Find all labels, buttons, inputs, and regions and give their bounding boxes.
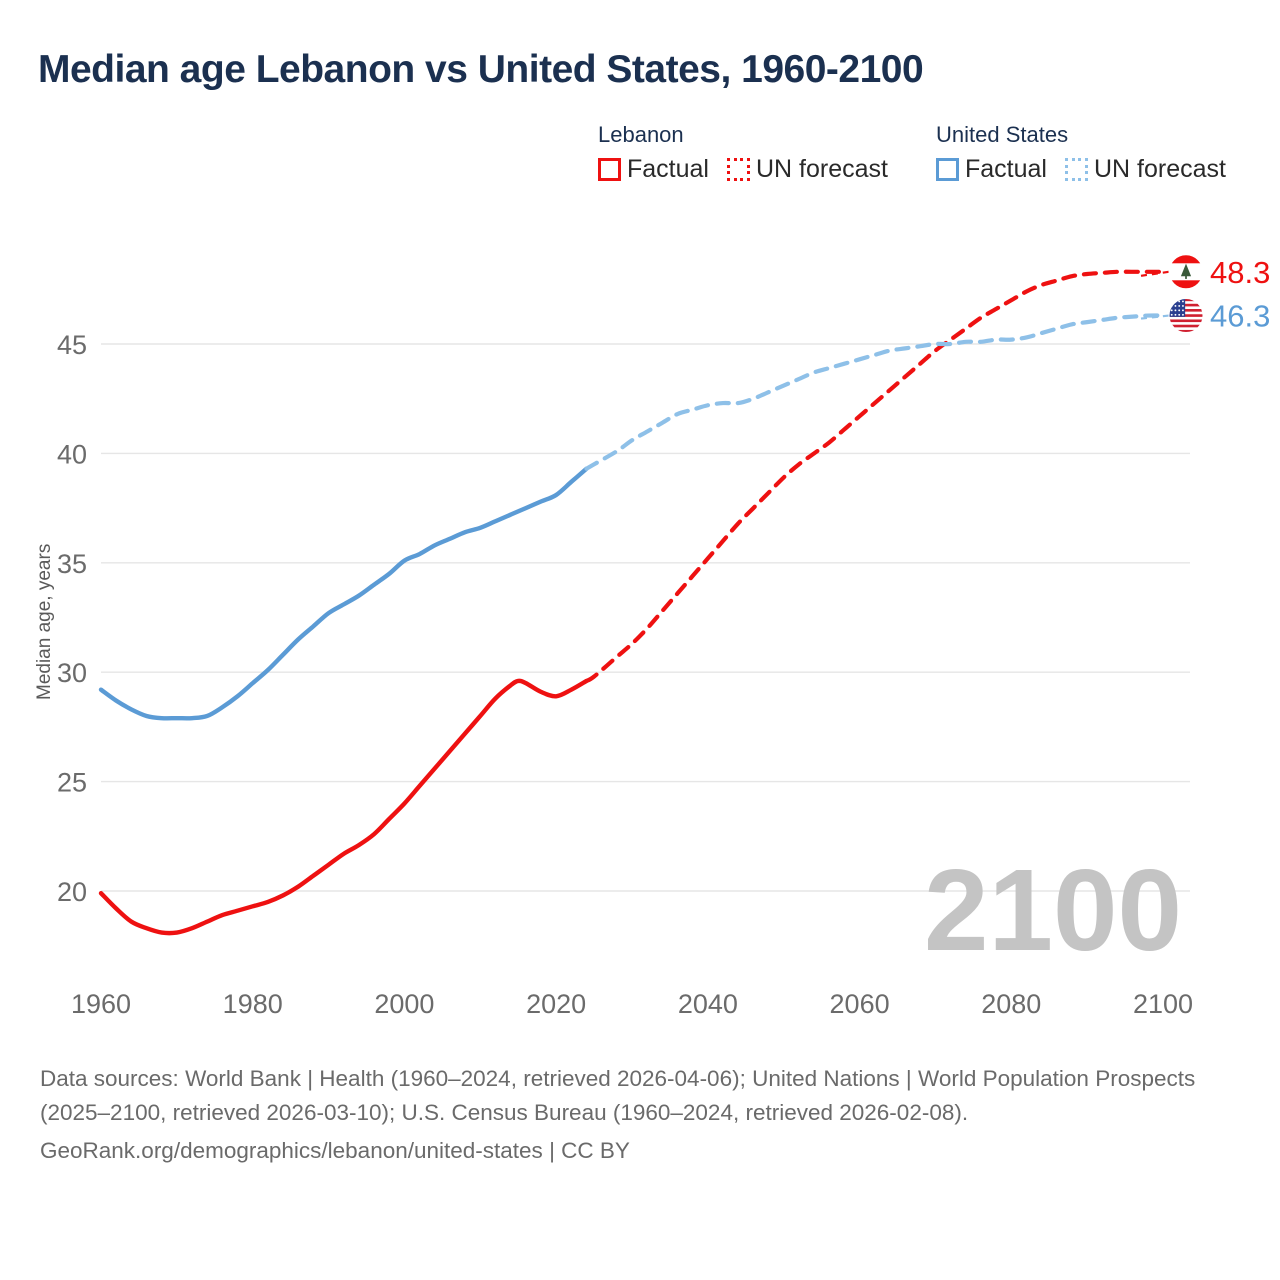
legend-item-lebanon-factual[interactable]: Factual	[598, 155, 709, 184]
legend-label-lebanon-factual: Factual	[627, 155, 709, 183]
x-axis-tick-label: 2060	[830, 989, 890, 1019]
end-markers: 48.3 46.3	[1140, 254, 1270, 334]
legend-item-lebanon-forecast[interactable]: UN forecast	[726, 155, 888, 184]
legend-group-title-united-states: United States	[936, 122, 1069, 147]
gridlines	[101, 343, 1190, 892]
series-lines	[98, 269, 1166, 936]
us-flag-icon	[1168, 298, 1204, 334]
x-axis-tick-labels: 1960 1980 2000 2020 2040 2060 2080 2100	[71, 989, 1193, 1019]
y-axis-tick-label: 20	[57, 877, 87, 907]
legend-label-usa-forecast: UN forecast	[1093, 155, 1226, 183]
data-sources-text: Data sources: World Bank | Health (1960–…	[40, 1066, 1196, 1125]
legend-item-usa-forecast[interactable]: UN forecast	[1064, 155, 1226, 184]
footer: Data sources: World Bank | Health (1960–…	[40, 1062, 1230, 1168]
series-line-lebanon-forecast	[584, 269, 1166, 684]
end-value-label-united-states: 46.3	[1210, 299, 1270, 334]
legend-label-lebanon-forecast: UN forecast	[755, 155, 888, 183]
page-title: Median age Lebanon vs United States, 196…	[38, 48, 924, 91]
x-axis-tick-label: 2040	[678, 989, 738, 1019]
legend-swatch-solid-icon	[598, 158, 621, 181]
x-axis-tick-label: 2020	[526, 989, 586, 1019]
legend-label-usa-factual: Factual	[965, 155, 1047, 183]
chart-legend: Lebanon Factual UN forecast United State…	[598, 122, 1258, 202]
end-value-label-lebanon: 48.3	[1210, 255, 1270, 290]
end-connector	[1140, 270, 1170, 277]
legend-swatch-dotted-icon	[726, 158, 750, 181]
x-axis-tick-label: 2000	[374, 989, 434, 1019]
y-axis-tick-label: 40	[57, 439, 87, 469]
x-axis-tick-label: 1960	[71, 989, 131, 1019]
y-axis-tick-label: 25	[57, 768, 87, 798]
y-axis-tick-label: 30	[57, 658, 87, 688]
legend-group-lebanon: Lebanon Factual UN forecast	[598, 122, 888, 184]
legend-group-title-lebanon: Lebanon	[598, 122, 684, 147]
series-line-lebanon-factual	[98, 678, 589, 936]
series-line-united-states-forecast	[584, 313, 1166, 471]
footer-link[interactable]: GeoRank.org/demographics/lebanon/united-…	[40, 1138, 630, 1163]
y-axis-tick-labels: 20 25 30 35 40 45	[57, 330, 87, 907]
legend-swatch-dotted-icon	[1064, 158, 1088, 181]
y-axis-tick-label: 45	[57, 330, 87, 360]
y-axis-tick-label: 35	[57, 549, 87, 579]
y-axis-title: Median age, years	[34, 544, 55, 700]
legend-group-united-states: United States Factual UN forecast	[936, 122, 1226, 184]
legend-swatch-solid-icon	[936, 158, 959, 181]
series-line-united-states-factual	[98, 466, 589, 721]
legend-item-usa-factual[interactable]: Factual	[936, 155, 1047, 184]
end-connector	[1140, 314, 1170, 320]
x-axis-tick-label: 2100	[1133, 989, 1193, 1019]
year-watermark: 2100	[924, 845, 1182, 975]
x-axis-tick-label: 1980	[223, 989, 283, 1019]
lebanon-flag-icon	[1168, 254, 1204, 290]
x-axis-tick-label: 2080	[981, 989, 1041, 1019]
